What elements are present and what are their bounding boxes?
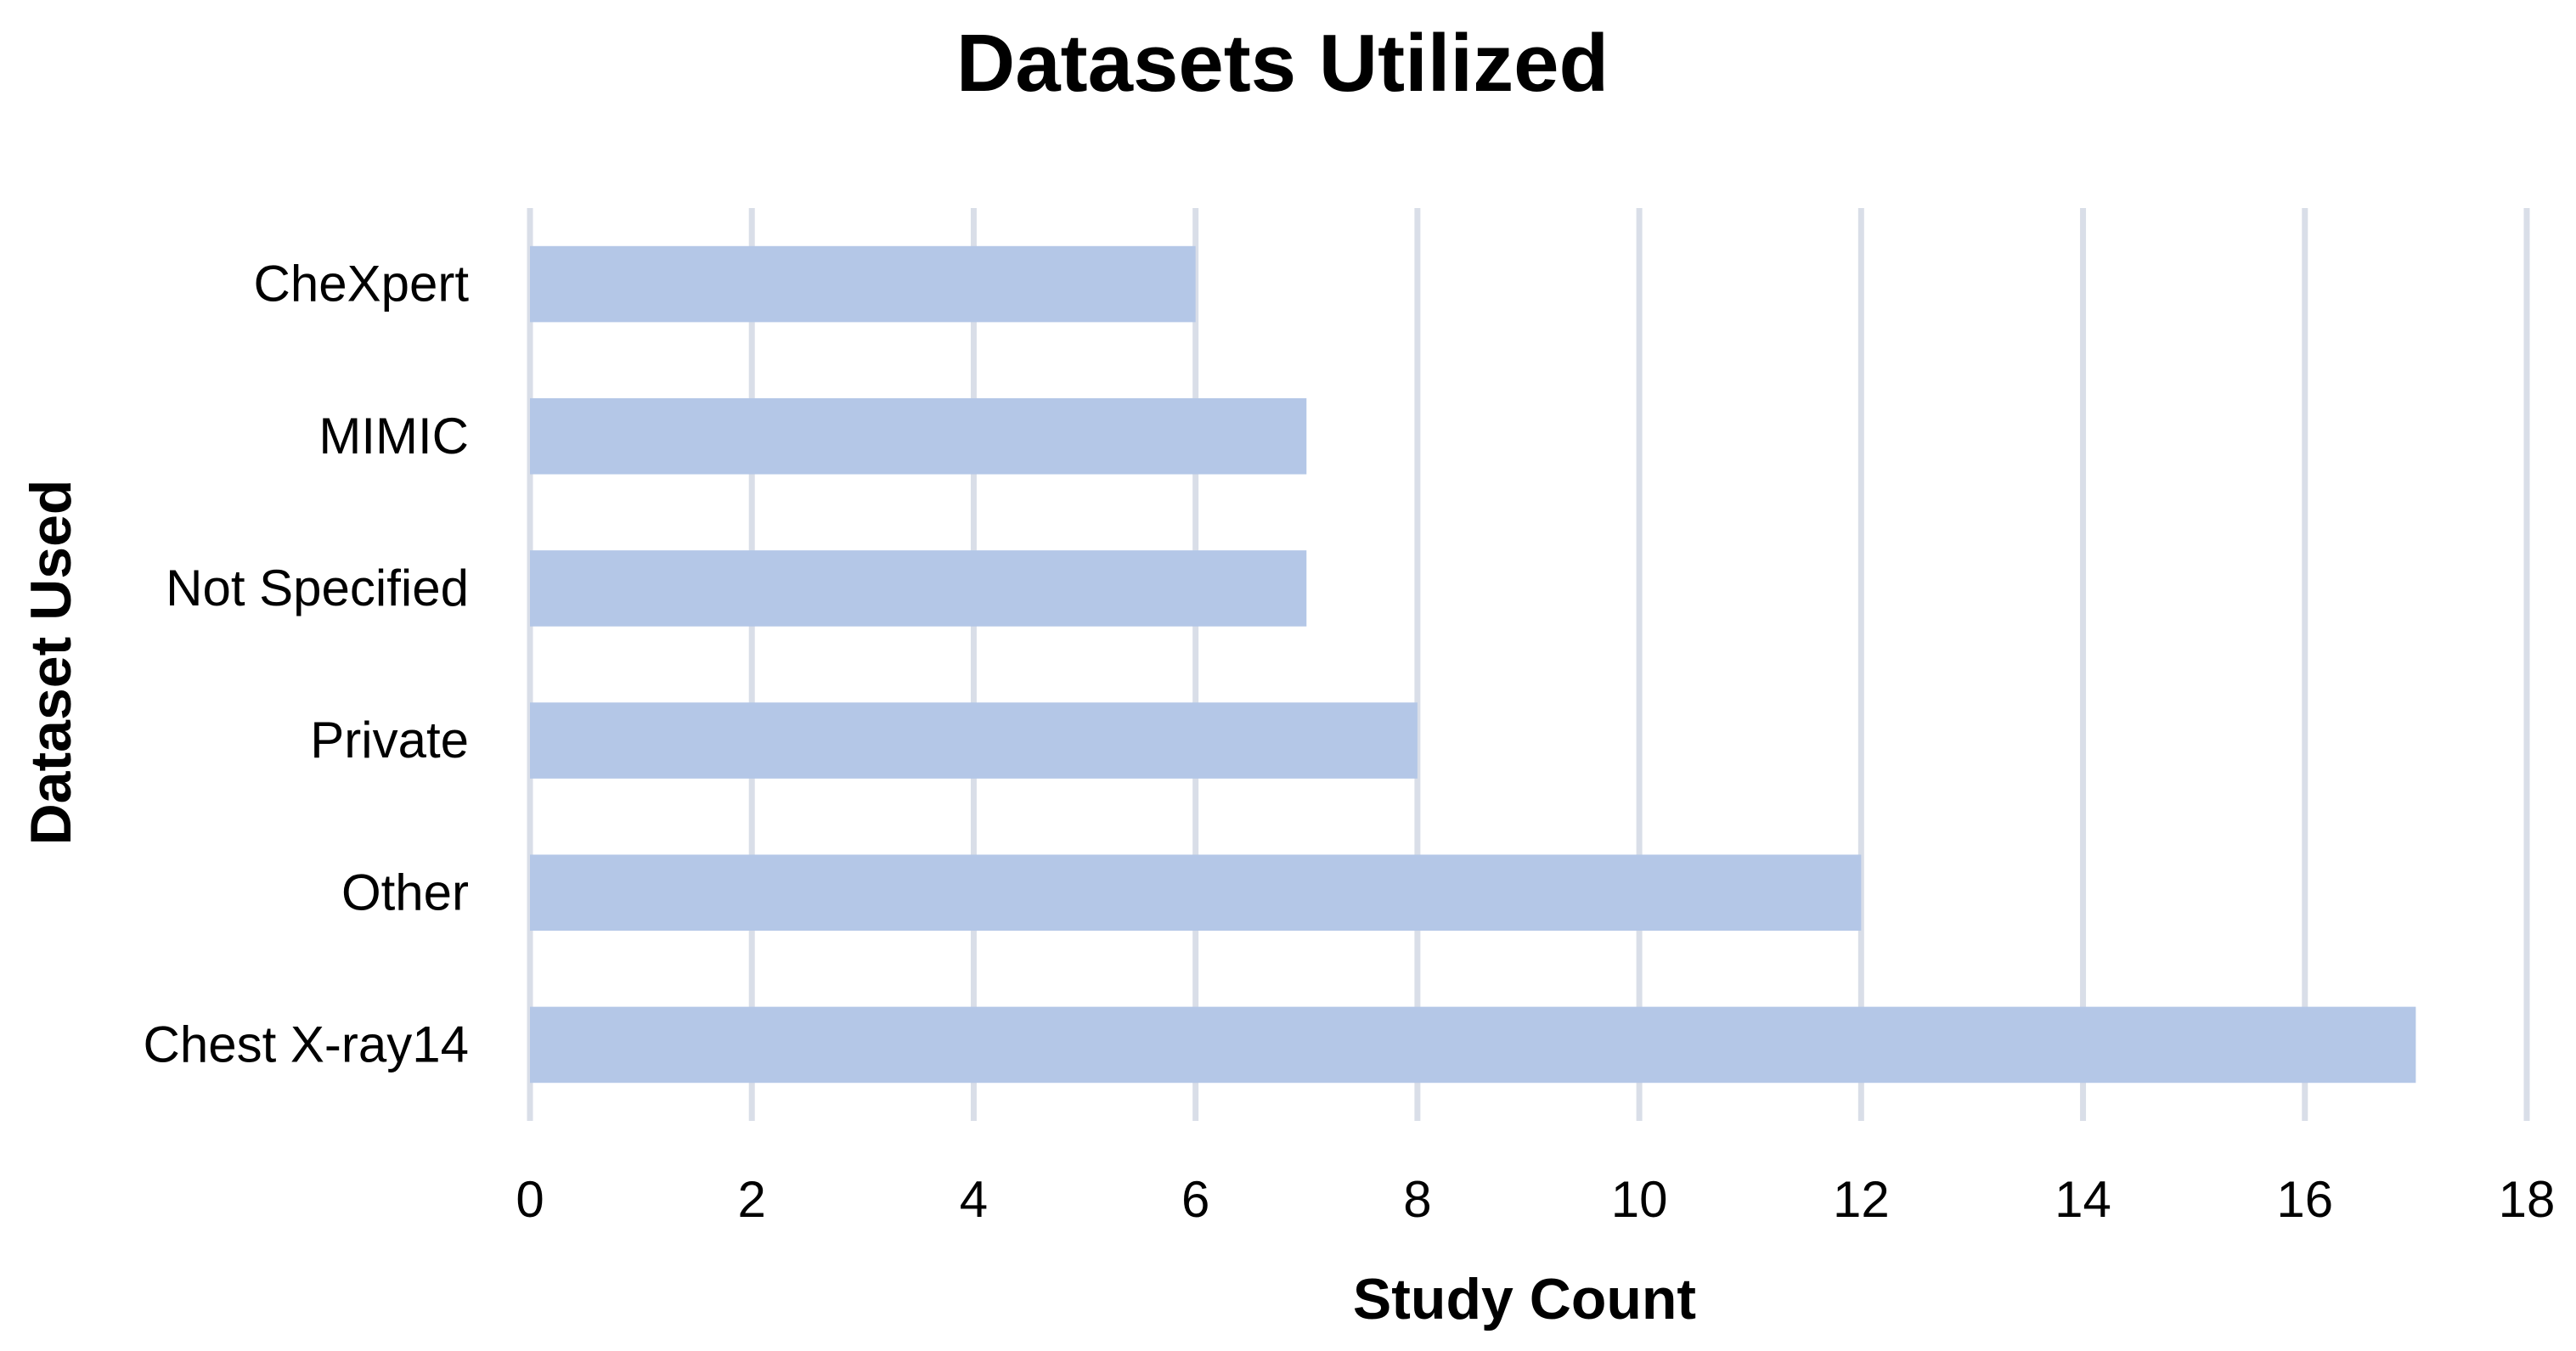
x-tick-labels: 0 2 4 6 8 10 12 14 16 18 <box>516 1171 2555 1228</box>
bar-not-specified <box>530 550 1307 627</box>
x-tick-label: 8 <box>1403 1171 1431 1228</box>
category-label: Other <box>341 864 469 920</box>
x-tick-label: 0 <box>516 1171 544 1228</box>
y-axis-title: Dataset Used <box>19 480 83 846</box>
category-labels: CheXpert MIMIC Not Specified Private Other Ch… <box>144 256 470 1073</box>
bar-chest-x-ray14 <box>530 1006 2416 1084</box>
x-axis-title: Study Count <box>1353 1267 1696 1331</box>
category-label: Private <box>310 712 469 768</box>
bar-other <box>530 854 1862 932</box>
category-label: CheXpert <box>254 256 470 312</box>
x-tick-label: 2 <box>738 1171 766 1228</box>
x-tick-label: 18 <box>2499 1171 2556 1228</box>
bar-mimic <box>530 397 1307 475</box>
x-tick-label: 14 <box>2055 1171 2111 1228</box>
category-label: MIMIC <box>318 408 469 464</box>
category-label: Chest X-ray14 <box>144 1016 470 1072</box>
gridlines <box>527 208 2530 1121</box>
x-tick-label: 12 <box>1833 1171 1890 1228</box>
bar-chexpert <box>530 245 1196 323</box>
x-tick-label: 4 <box>960 1171 988 1228</box>
category-label: Not Specified <box>166 560 469 616</box>
x-tick-label: 16 <box>2276 1171 2333 1228</box>
x-tick-label: 6 <box>1181 1171 1209 1228</box>
bars <box>530 245 2416 1084</box>
x-tick-label: 10 <box>1611 1171 1668 1228</box>
bar-private <box>530 702 1418 779</box>
chart-title: Datasets Utilized <box>956 18 1609 109</box>
